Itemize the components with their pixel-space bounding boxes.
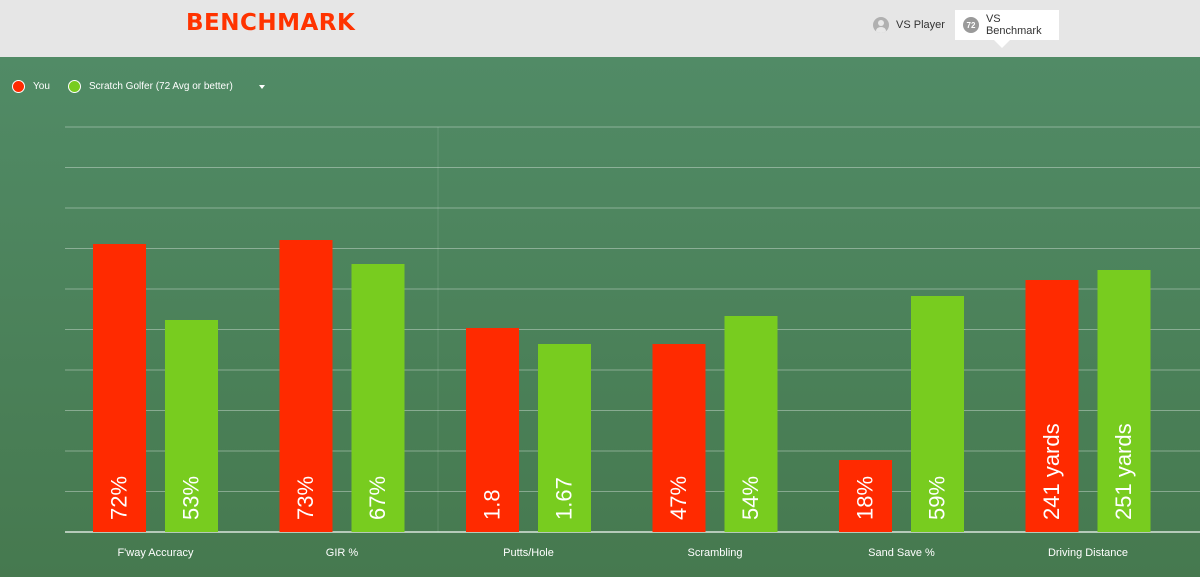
- x-tick-label: Putts/Hole: [503, 547, 554, 559]
- bar-benchmark: [538, 344, 591, 532]
- chevron-down-icon[interactable]: [258, 84, 265, 89]
- x-tick-label: Sand Save %: [868, 547, 935, 559]
- bar-you: [93, 244, 146, 532]
- x-tick-label: Scrambling: [687, 547, 742, 559]
- bar-value-label: 18%: [853, 476, 878, 520]
- bar-you: [279, 240, 333, 532]
- bar-you: [839, 460, 892, 532]
- benchmark-selector[interactable]: Scratch Golfer (72 Avg or better): [68, 80, 265, 93]
- page-title: BENCHMARK: [186, 10, 356, 36]
- bar-you: [652, 344, 706, 532]
- vs-player-label: VS Player: [896, 19, 945, 31]
- bar-value-label: 54%: [738, 476, 763, 520]
- bar-value-label: 59%: [925, 476, 950, 520]
- active-tab-pointer: [994, 40, 1010, 48]
- x-tick-label: GIR %: [326, 547, 359, 559]
- x-tick-label: Driving Distance: [1048, 547, 1128, 559]
- vs-player-toggle[interactable]: VS Player: [873, 10, 945, 40]
- player-icon: [873, 17, 889, 33]
- bar-value-label: 73%: [293, 476, 318, 520]
- bar-value-label: 72%: [107, 476, 132, 520]
- legend-you: You: [12, 80, 50, 93]
- bar-value-label: 67%: [365, 476, 390, 520]
- bar-value-label: 241 yards: [1039, 423, 1064, 520]
- legend-benchmark-label: Scratch Golfer (72 Avg or better): [89, 81, 233, 92]
- legend-you-swatch: [12, 80, 25, 93]
- bar-benchmark: [724, 316, 778, 532]
- bar-benchmark: [165, 320, 218, 532]
- legend-you-label: You: [33, 81, 50, 92]
- bar-you: [1025, 280, 1079, 532]
- bar-benchmark: [1097, 270, 1151, 532]
- bar-value-label: 1.67: [552, 477, 577, 520]
- bar-value-label: 1.8: [480, 489, 505, 520]
- bar-you: [466, 328, 519, 532]
- x-tick-label: F'way Accuracy: [117, 547, 194, 559]
- bar-value-label: 53%: [179, 476, 204, 520]
- bar-value-label: 47%: [666, 476, 691, 520]
- bar-value-label: 251 yards: [1111, 423, 1136, 520]
- bar-benchmark: [911, 296, 964, 532]
- benchmark-icon: 72: [963, 17, 979, 33]
- vs-benchmark-toggle[interactable]: 72 VS Benchmark: [955, 10, 1059, 40]
- header-bar: BENCHMARK VS Player 72 VS Benchmark: [0, 0, 1200, 57]
- bar-benchmark: [351, 264, 405, 532]
- vs-benchmark-label: VS Benchmark: [985, 13, 1042, 37]
- legend-benchmark-swatch: [68, 80, 81, 93]
